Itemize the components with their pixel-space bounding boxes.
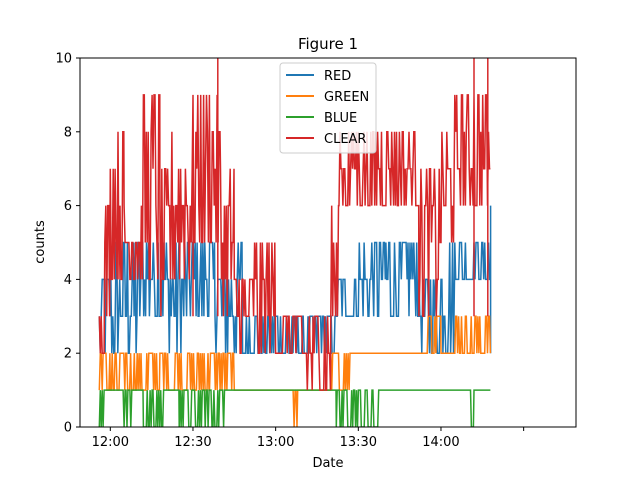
legend-label-green: GREEN xyxy=(324,90,369,105)
legend-label-clear: CLEAR xyxy=(324,132,366,147)
chart-title: Figure 1 xyxy=(298,35,358,53)
y-tick-label: 6 xyxy=(64,199,72,214)
legend: RED GREEN BLUE CLEAR xyxy=(279,62,377,154)
series-line-blue xyxy=(98,389,491,427)
y-axis: 0 2 4 6 8 10 xyxy=(55,52,80,436)
legend-box xyxy=(279,62,377,154)
series-line-clear xyxy=(98,58,491,391)
x-tick-label: 14:00 xyxy=(422,435,459,450)
x-axis: 12:00 12:30 13:00 13:30 14:00 xyxy=(92,427,525,450)
x-tick-label: 12:30 xyxy=(174,435,211,450)
y-tick-label: 2 xyxy=(64,347,72,362)
plot-area xyxy=(79,57,577,428)
y-tick-label: 8 xyxy=(64,125,72,140)
y-axis-label: counts xyxy=(33,220,48,264)
legend-label-blue: BLUE xyxy=(324,111,357,126)
series-layer xyxy=(98,58,492,427)
plot-frame xyxy=(79,57,577,428)
x-tick-label: 13:30 xyxy=(340,435,377,450)
legend-label-red: RED xyxy=(324,69,351,84)
x-axis-label: Date xyxy=(312,456,343,471)
y-tick-label: 0 xyxy=(64,421,72,436)
series-line-green xyxy=(98,315,492,427)
x-tick-label: 12:00 xyxy=(92,435,129,450)
y-tick-label: 10 xyxy=(55,52,72,67)
y-tick-label: 4 xyxy=(64,273,72,288)
x-tick-label: 13:00 xyxy=(257,435,294,450)
